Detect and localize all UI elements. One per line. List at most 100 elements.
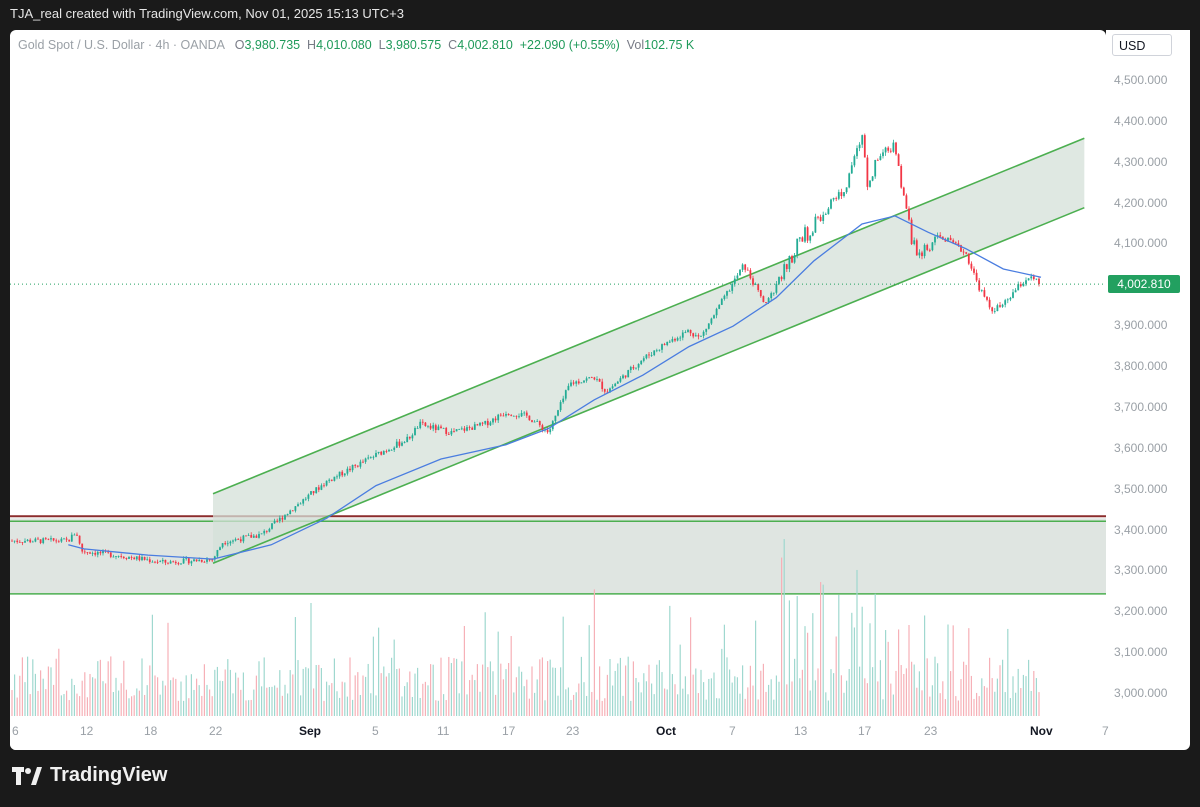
volume-bar: [328, 685, 330, 716]
price-tick: 3,000.000: [1114, 686, 1168, 700]
candle-body: [388, 449, 390, 452]
price-axis[interactable]: [1106, 30, 1190, 720]
volume-bar: [489, 661, 491, 716]
candle-body: [167, 562, 169, 564]
volume-bar: [315, 665, 317, 716]
time-axis[interactable]: [10, 718, 1190, 750]
time-tick: 23: [924, 724, 938, 738]
volume-bar: [924, 615, 926, 716]
volume-bar: [609, 659, 611, 716]
candle-body: [954, 242, 957, 244]
candle-body: [268, 528, 271, 532]
volume-bar: [24, 682, 26, 716]
candle-body: [359, 461, 362, 467]
volume-bar: [105, 683, 107, 716]
volume-bar: [391, 657, 393, 716]
volume-bar: [755, 620, 757, 716]
volume-bar: [333, 658, 335, 716]
volume-bar: [133, 695, 135, 716]
volume-bar: [297, 660, 299, 716]
volume-bar: [201, 695, 203, 716]
candle-body: [874, 159, 877, 177]
chart-caption: TJA_real created with TradingView.com, N…: [10, 6, 404, 21]
volume-bar: [872, 667, 874, 716]
candle-body: [624, 375, 627, 378]
volume-bar: [183, 700, 185, 716]
volume-bar: [81, 680, 83, 716]
volume-bar: [864, 678, 866, 716]
volume-bar: [760, 670, 762, 716]
candle-body: [1025, 280, 1027, 284]
candle-body: [99, 551, 102, 554]
volume-bar: [45, 689, 47, 716]
candle-body: [637, 364, 640, 368]
candle-body: [720, 298, 723, 305]
candle-body: [440, 426, 442, 429]
high-key: H: [307, 38, 317, 52]
candle-body: [705, 328, 708, 332]
volume-bar: [287, 693, 289, 716]
volume-bar: [651, 683, 653, 716]
candle-body: [785, 264, 788, 270]
channel-fill: [213, 138, 1085, 564]
time-tick: 22: [209, 724, 223, 738]
candle-body: [47, 538, 50, 540]
volume-bar: [313, 688, 315, 716]
candle-body: [427, 425, 429, 427]
volume-bar: [27, 656, 29, 716]
volume-bar: [128, 698, 130, 716]
candle-body: [507, 414, 510, 416]
candle-body: [115, 556, 117, 557]
volume-bar: [661, 672, 663, 716]
candle-body: [206, 559, 208, 562]
volume-bar: [417, 667, 419, 716]
volume-bar: [640, 692, 642, 716]
candle-body: [884, 147, 887, 153]
candle-body: [174, 561, 177, 564]
volume-bar: [1020, 688, 1022, 716]
candle-body: [577, 381, 580, 384]
currency-button[interactable]: USD: [1112, 34, 1172, 56]
volume-bar: [362, 675, 364, 716]
channel-layer: [212, 137, 1085, 564]
candle-body: [328, 479, 331, 481]
volume-bar: [47, 666, 49, 716]
candle-body: [892, 142, 895, 152]
volume-bar: [310, 602, 312, 716]
candle-body: [78, 535, 81, 544]
symbol-legend[interactable]: Gold Spot / U.S. Dollar · 4h · OANDA O3,…: [18, 38, 694, 52]
tradingview-brand[interactable]: TradingView: [12, 764, 167, 787]
candle-body: [455, 429, 458, 432]
volume-bar: [388, 673, 390, 716]
volume-bar: [916, 687, 918, 716]
price-tick: 3,600.000: [1114, 440, 1168, 455]
volume-bar: [263, 657, 265, 716]
candle-body: [817, 216, 819, 218]
candle-body: [375, 452, 377, 457]
volume-bar: [708, 678, 710, 716]
candle-body: [840, 192, 843, 197]
candle-body: [505, 414, 507, 416]
volume-bar: [461, 661, 463, 716]
candle-body: [151, 561, 154, 563]
volume-bar: [973, 698, 975, 716]
candle-body: [733, 278, 736, 284]
volume-bar: [937, 663, 939, 716]
volume-bar: [983, 686, 985, 716]
volume-bar: [825, 692, 827, 716]
candle-body: [154, 561, 156, 563]
volume-bar: [508, 663, 510, 716]
price-tick: 3,900.000: [1114, 318, 1168, 333]
candle-body: [676, 338, 679, 341]
candle-body: [934, 236, 936, 243]
candle-body: [281, 517, 284, 520]
volume-bar: [323, 700, 325, 716]
candle-body: [575, 381, 578, 384]
candle-body: [265, 530, 268, 532]
candle-body: [385, 451, 388, 452]
candle-body: [242, 535, 245, 542]
volume-bar: [1028, 659, 1030, 716]
candle-body: [401, 442, 403, 446]
candle-body: [822, 214, 825, 221]
